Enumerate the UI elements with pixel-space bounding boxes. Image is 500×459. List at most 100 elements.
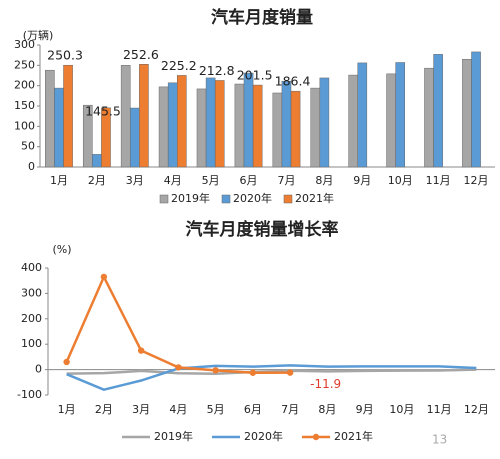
y-tick-label: -100 bbox=[17, 388, 42, 401]
x-tick-label: 9月 bbox=[353, 174, 371, 187]
x-tick-label: 12月 bbox=[464, 174, 489, 187]
line bbox=[65, 273, 291, 375]
marker bbox=[286, 369, 294, 376]
x-tick-label: 11月 bbox=[426, 174, 451, 187]
marker bbox=[175, 364, 182, 371]
unit-label: (万辆) bbox=[23, 28, 54, 42]
x-tick-label: 2月 bbox=[95, 403, 113, 416]
bar bbox=[471, 51, 481, 168]
y-tick-label: 100 bbox=[14, 119, 35, 132]
bar bbox=[386, 73, 396, 168]
bar bbox=[177, 75, 187, 168]
legend-swatch bbox=[159, 194, 169, 204]
x-tick-label: 10月 bbox=[388, 174, 413, 187]
bar bbox=[357, 62, 368, 168]
x-tick-label: 7月 bbox=[281, 403, 299, 416]
legend-label: 2020年 bbox=[233, 191, 272, 205]
line bbox=[66, 364, 477, 391]
x-tick-label: 6月 bbox=[240, 174, 258, 187]
chart-title: 汽车月度销量增长率 bbox=[186, 219, 339, 240]
legend-label: 2019年 bbox=[154, 429, 193, 443]
data-label: 201.5 bbox=[237, 68, 273, 83]
x-tick-label: 8月 bbox=[318, 403, 336, 416]
annotation: -11.9 bbox=[310, 377, 341, 391]
data-label: 252.6 bbox=[123, 47, 159, 62]
bar bbox=[290, 90, 301, 168]
bar bbox=[395, 62, 406, 168]
bar bbox=[433, 54, 443, 168]
y-tick-label: 300 bbox=[21, 286, 42, 299]
y-tick-label: 150 bbox=[14, 99, 35, 112]
x-tick-label: 11月 bbox=[427, 403, 452, 416]
bar bbox=[139, 64, 149, 168]
bar bbox=[54, 87, 64, 168]
y-tick-label: 50 bbox=[21, 140, 35, 153]
y-tick-label: 0 bbox=[28, 160, 35, 173]
bar bbox=[281, 80, 292, 168]
x-tick-label: 5月 bbox=[202, 174, 220, 187]
x-tick-label: 1月 bbox=[58, 403, 76, 416]
y-tick-label: 200 bbox=[21, 312, 42, 325]
marker bbox=[249, 369, 257, 376]
bar bbox=[319, 77, 330, 168]
bar bbox=[234, 83, 245, 168]
y-tick-label: 400 bbox=[21, 261, 42, 274]
x-tick-label: 10月 bbox=[389, 403, 414, 416]
x-tick-label: 3月 bbox=[132, 403, 150, 416]
marker bbox=[212, 367, 219, 374]
legend-label: 2019年 bbox=[171, 191, 210, 205]
x-tick-label: 12月 bbox=[464, 403, 489, 416]
data-label: 250.3 bbox=[47, 48, 83, 63]
bar bbox=[63, 64, 73, 168]
y-tick-label: 0 bbox=[35, 363, 42, 376]
bar bbox=[205, 77, 216, 168]
x-tick-label: 3月 bbox=[126, 174, 144, 187]
bar bbox=[82, 104, 93, 168]
legend-marker bbox=[312, 433, 320, 441]
bar bbox=[214, 80, 225, 168]
x-tick-label: 1月 bbox=[50, 174, 68, 187]
data-label: 145.5 bbox=[85, 103, 121, 118]
y-tick-label: 300 bbox=[14, 38, 35, 51]
bar bbox=[120, 65, 131, 168]
data-label: 212.8 bbox=[199, 63, 235, 78]
y-tick-label: 100 bbox=[21, 337, 42, 350]
x-tick-label: 7月 bbox=[277, 174, 295, 187]
bar bbox=[252, 84, 263, 168]
bar bbox=[129, 107, 140, 168]
y-tick-label: 200 bbox=[14, 79, 35, 92]
marker bbox=[137, 347, 145, 354]
x-tick-label: 8月 bbox=[315, 174, 333, 187]
bar bbox=[424, 67, 434, 168]
bar bbox=[243, 72, 254, 168]
legend-label: 2021年 bbox=[334, 429, 373, 443]
x-tick-label: 2月 bbox=[88, 174, 106, 187]
data-label: 186.4 bbox=[275, 74, 311, 89]
marker bbox=[100, 273, 108, 281]
x-tick-label: 9月 bbox=[356, 403, 374, 416]
bar bbox=[45, 69, 55, 168]
unit-label: (%) bbox=[52, 243, 71, 256]
legend-swatch bbox=[283, 194, 293, 204]
legend-label: 2021年 bbox=[295, 191, 334, 205]
bar bbox=[310, 87, 321, 168]
bar bbox=[167, 82, 178, 168]
data-label: 225.2 bbox=[161, 58, 197, 73]
chart-title: 汽车月度销量 bbox=[211, 7, 313, 28]
line bbox=[66, 368, 477, 376]
bar bbox=[158, 86, 169, 168]
bar bbox=[272, 92, 283, 168]
x-tick-label: 5月 bbox=[207, 403, 225, 416]
bar bbox=[92, 154, 102, 168]
bar bbox=[462, 58, 472, 168]
page-number: 13 bbox=[432, 433, 447, 447]
bar bbox=[348, 74, 358, 168]
legend-label: 2020年 bbox=[244, 429, 283, 443]
y-tick-label: 250 bbox=[14, 58, 35, 71]
legend-swatch bbox=[221, 194, 231, 204]
x-tick-label: 4月 bbox=[164, 174, 182, 187]
bar bbox=[101, 107, 111, 168]
x-tick-label: 4月 bbox=[169, 403, 187, 416]
bar bbox=[196, 88, 207, 168]
